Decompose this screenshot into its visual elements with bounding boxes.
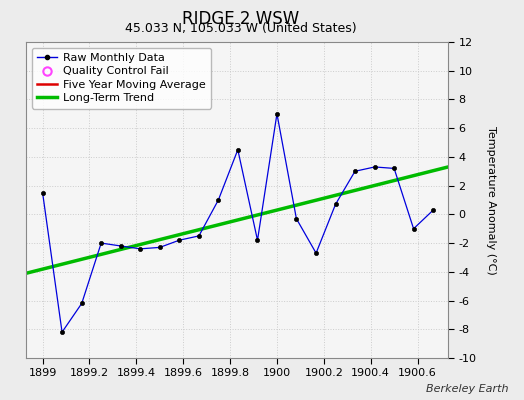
Raw Monthly Data: [372, 164, 378, 169]
Raw Monthly Data: [117, 244, 124, 248]
Raw Monthly Data: [391, 166, 397, 171]
Raw Monthly Data: [137, 246, 144, 251]
Raw Monthly Data: [59, 330, 65, 334]
Line: Raw Monthly Data: Raw Monthly Data: [40, 112, 435, 334]
Raw Monthly Data: [410, 226, 417, 231]
Raw Monthly Data: [176, 238, 182, 243]
Raw Monthly Data: [352, 169, 358, 174]
Y-axis label: Temperature Anomaly (°C): Temperature Anomaly (°C): [486, 126, 496, 274]
Raw Monthly Data: [98, 241, 104, 246]
Raw Monthly Data: [79, 301, 85, 306]
Raw Monthly Data: [157, 245, 163, 250]
Raw Monthly Data: [332, 202, 339, 207]
Raw Monthly Data: [39, 190, 46, 195]
Raw Monthly Data: [293, 216, 300, 221]
Raw Monthly Data: [274, 112, 280, 116]
Text: 45.033 N, 105.033 W (United States): 45.033 N, 105.033 W (United States): [125, 22, 357, 35]
Raw Monthly Data: [254, 238, 260, 243]
Legend: Raw Monthly Data, Quality Control Fail, Five Year Moving Average, Long-Term Tren: Raw Monthly Data, Quality Control Fail, …: [32, 48, 211, 109]
Raw Monthly Data: [313, 251, 319, 256]
Text: RIDGE 2 WSW: RIDGE 2 WSW: [182, 10, 300, 28]
Raw Monthly Data: [430, 208, 436, 212]
Text: Berkeley Earth: Berkeley Earth: [426, 384, 508, 394]
Raw Monthly Data: [215, 198, 222, 202]
Raw Monthly Data: [196, 234, 202, 238]
Raw Monthly Data: [235, 147, 241, 152]
